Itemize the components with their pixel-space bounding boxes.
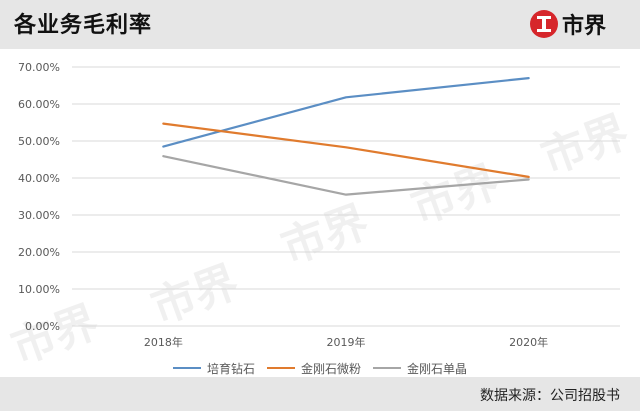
x-tick-label: 2018年 [144, 335, 183, 349]
y-axis-ticks: 0.00% 10.00% 20.00% 30.00% 40.00% 50.00% 60.00… [18, 61, 60, 333]
y-tick-label: 0.00% [25, 320, 60, 333]
y-tick-label: 70.00% [18, 61, 60, 74]
legend-item: 金刚石单晶 [373, 360, 467, 377]
chart-title: 各业务毛利率 [14, 13, 153, 38]
y-tick-label: 20.00% [18, 246, 60, 259]
legend-label: 金刚石单晶 [407, 361, 468, 376]
legend-item: 培育钻石 [172, 360, 255, 377]
data-source: 数据来源：公司招股书 [480, 388, 620, 404]
series-line [162, 122, 530, 178]
watermark-text: 市界 [535, 106, 635, 184]
y-tick-label: 10.00% [18, 283, 60, 296]
legend-swatch [172, 367, 201, 369]
legend-swatch [373, 367, 401, 369]
x-tick-label: 2020年 [509, 335, 548, 349]
watermark-text: 市界 [145, 256, 245, 334]
footer-bar: 数据来源：公司招股书 [0, 377, 640, 411]
legend-label: 培育钻石 [206, 361, 255, 376]
series-line [162, 77, 530, 148]
legend-label: 金刚石微粉 [300, 361, 361, 376]
watermark-text: 市界 [275, 196, 375, 274]
brand-logo-text: 市界 [561, 14, 606, 39]
watermark-text: 市界 [405, 156, 505, 234]
header-bar: 各业务毛利率 市界 [0, 0, 640, 49]
grid-lines [72, 66, 620, 327]
y-tick-label: 40.00% [18, 172, 60, 185]
legend-swatch [266, 367, 295, 369]
x-axis-ticks: 2018年 2019年 2020年 [144, 335, 548, 349]
legend-item: 金刚石微粉 [266, 360, 361, 377]
brand-logo: 市界 [529, 9, 606, 39]
legend: 培育钻石 金刚石微粉 金刚石单晶 [0, 358, 640, 377]
series-line [162, 155, 530, 196]
x-tick-label: 2019年 [327, 335, 366, 349]
y-tick-label: 30.00% [18, 209, 60, 222]
y-tick-label: 50.00% [18, 135, 60, 148]
series-lines [162, 77, 530, 196]
brand-logo-icon [529, 10, 558, 38]
y-tick-label: 60.00% [18, 98, 60, 111]
